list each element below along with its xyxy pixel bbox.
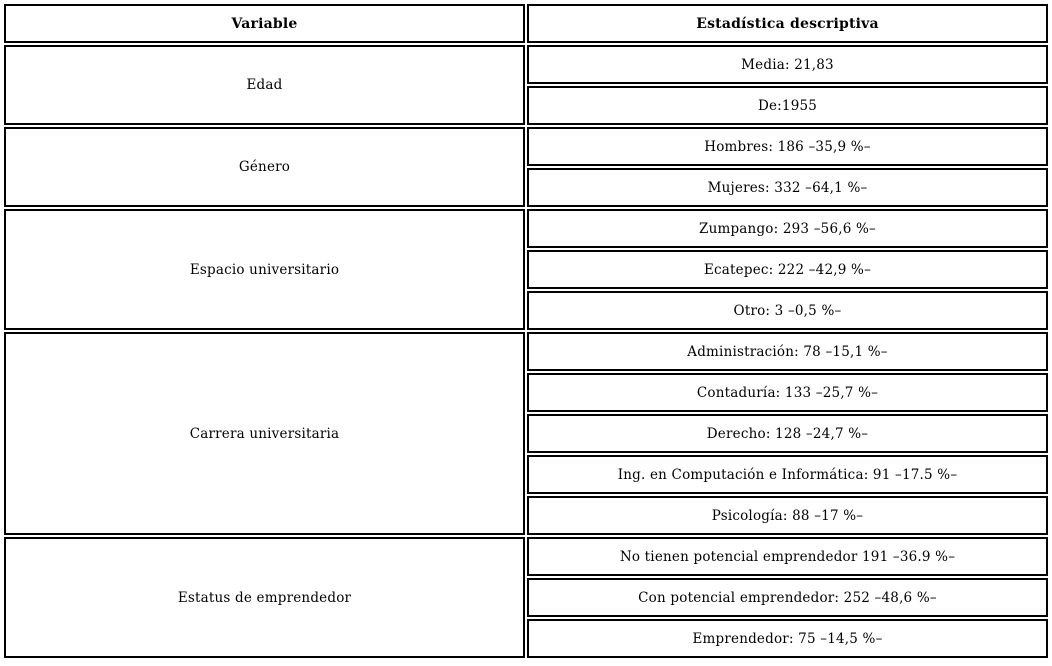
header-statistics: Estadística descriptiva bbox=[527, 4, 1048, 43]
table-row: Ing. en Computación e Informática: 91 –1… bbox=[4, 455, 1048, 494]
variable-cell-espacio-universitario: Espacio universitario bbox=[4, 209, 525, 330]
stat-cell: Contaduría: 133 –25,7 %– bbox=[527, 373, 1048, 412]
table-row: Espacio universitario Zumpango: 293 –56,… bbox=[4, 209, 1048, 330]
stat-cell: Ing. en Computación e Informática: 91 –1… bbox=[527, 455, 1048, 494]
stat-cell: Administración: 78 –15,1 %– bbox=[527, 332, 1048, 371]
variable-cell-estatus-de-emprendedor: Estatus de emprendedor bbox=[4, 537, 525, 658]
stat-cell: Ecatepec: 222 –42,9 %– bbox=[527, 250, 1048, 289]
variable-cell-genero: Género bbox=[4, 127, 525, 207]
stat-cell: No tienen potencial emprendedor 191 –36.… bbox=[527, 537, 1048, 576]
stat-cell: Psicología: 88 –17 %– bbox=[527, 496, 1048, 535]
variable-cell-carrera-universitaria: Carrera universitaria bbox=[4, 332, 525, 535]
stat-cell: Hombres: 186 –35,9 %– bbox=[527, 127, 1048, 166]
stat-cell: De:1955 bbox=[527, 86, 1048, 125]
variable-cell-edad: Edad bbox=[4, 45, 525, 125]
table-row: Género Hombres: 186 –35,9 %– bbox=[4, 127, 1048, 207]
table-row: Derecho: 128 –24,7 %– bbox=[4, 414, 1048, 453]
stat-cell: Derecho: 128 –24,7 %– bbox=[527, 414, 1048, 453]
table-row: Con potencial emprendedor: 252 –48,6 %– bbox=[4, 578, 1048, 617]
stat-cell: Zumpango: 293 –56,6 %– bbox=[527, 209, 1048, 248]
stat-cell: Mujeres: 332 –64,1 %– bbox=[527, 168, 1048, 207]
table-row: Emprendedor: 75 –14,5 %– bbox=[4, 619, 1048, 658]
table-row: Carrera universitaria Administración: 78… bbox=[4, 332, 1048, 535]
table-row: Estatus de emprendedor No tienen potenci… bbox=[4, 537, 1048, 658]
table-row: De:1955 bbox=[4, 86, 1048, 125]
table-row: Ecatepec: 222 –42,9 %– bbox=[4, 250, 1048, 289]
header-variable: Variable bbox=[4, 4, 525, 43]
stat-cell: Con potencial emprendedor: 252 –48,6 %– bbox=[527, 578, 1048, 617]
stat-cell: Otro: 3 –0,5 %– bbox=[527, 291, 1048, 330]
stat-cell: Emprendedor: 75 –14,5 %– bbox=[527, 619, 1048, 658]
table-row: Psicología: 88 –17 %– bbox=[4, 496, 1048, 535]
table-row: Contaduría: 133 –25,7 %– bbox=[4, 373, 1048, 412]
table-row: Mujeres: 332 –64,1 %– bbox=[4, 168, 1048, 207]
table-row: Otro: 3 –0,5 %– bbox=[4, 291, 1048, 330]
table-row: Edad Media: 21,83 bbox=[4, 45, 1048, 125]
stat-cell: Media: 21,83 bbox=[527, 45, 1048, 84]
header-row: Variable Estadística descriptiva bbox=[4, 4, 1048, 43]
